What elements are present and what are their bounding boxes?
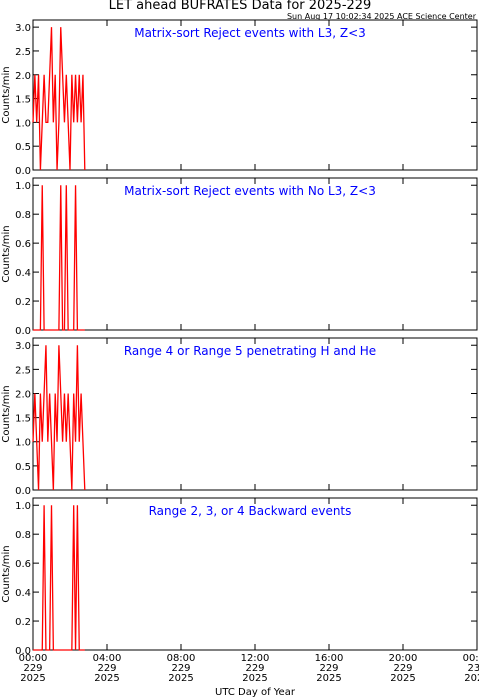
panel-frame	[32, 497, 478, 651]
y-tick-label: 2.5	[15, 47, 31, 58]
x-tick-label: 08:00 229 2025	[167, 653, 196, 684]
x-axis-label: UTC Day of Year	[215, 687, 296, 698]
x-tick-label: 16:00 229 2025	[315, 653, 344, 684]
y-axis-label: Counts/min	[1, 225, 12, 282]
y-tick-label: 1.0	[15, 438, 31, 449]
timestamp: Sun Aug 17 10:02:34 2025 ACE Science Cen…	[287, 12, 477, 21]
y-tick-label: 1.0	[15, 181, 31, 192]
y-axis-label: Counts/min	[1, 545, 12, 602]
y-tick-label: 0.6	[15, 559, 31, 570]
panel-title: Range 2, 3, or 4 Backward events	[149, 504, 352, 518]
y-axis-label: Counts/min	[1, 385, 12, 442]
y-axis-label: Counts/min	[1, 66, 12, 123]
y-tick-label: 0.0	[15, 486, 31, 497]
panel-title: Matrix-sort Reject events with L3, Z<3	[134, 26, 366, 40]
y-tick-label: 2.5	[15, 365, 31, 376]
panel-frame	[32, 19, 478, 171]
y-tick-label: 1.0	[15, 501, 31, 512]
y-tick-label: 0.2	[15, 617, 31, 628]
y-tick-label: 0.0	[15, 326, 31, 337]
y-tick-label: 1.5	[15, 95, 31, 106]
y-tick-label: 2.0	[15, 389, 31, 400]
y-tick-label: 3.0	[15, 341, 31, 352]
panel-title: Range 4 or Range 5 penetrating H and He	[124, 344, 376, 358]
panel-frame	[32, 177, 478, 331]
y-tick-label: 0.8	[15, 530, 31, 541]
data-line	[32, 27, 86, 171]
data-line	[32, 345, 86, 491]
x-tick-label: 12:00 229 2025	[241, 653, 270, 684]
y-tick-label: 0.5	[15, 142, 31, 153]
x-tick-label: 00:00 229 2025	[19, 653, 48, 684]
y-tick-label: 0.0	[15, 166, 31, 177]
data-line	[33, 505, 85, 651]
x-tick-label: 00:002302025	[463, 653, 479, 684]
x-tick-label: 04:00 229 2025	[93, 653, 122, 684]
y-tick-label: 0.2	[15, 297, 31, 308]
y-tick-label: 0.4	[15, 588, 31, 599]
x-tick-label: 20:00 229 2025	[389, 653, 418, 684]
y-tick-label: 3.0	[15, 23, 31, 34]
y-tick-label: 0.6	[15, 239, 31, 250]
panel-title: Matrix-sort Reject events with No L3, Z<…	[124, 184, 376, 198]
y-tick-label: 0.0	[15, 646, 31, 657]
panel-frame	[32, 337, 478, 491]
y-tick-label: 0.4	[15, 268, 31, 279]
y-tick-label: 2.0	[15, 71, 31, 82]
data-line	[33, 185, 85, 331]
page-title: LET ahead BUFRATES Data for 2025-229	[109, 0, 372, 13]
y-tick-label: 0.8	[15, 210, 31, 221]
y-tick-label: 0.5	[15, 462, 31, 473]
y-tick-label: 1.5	[15, 414, 31, 425]
y-tick-label: 1.0	[15, 118, 31, 129]
